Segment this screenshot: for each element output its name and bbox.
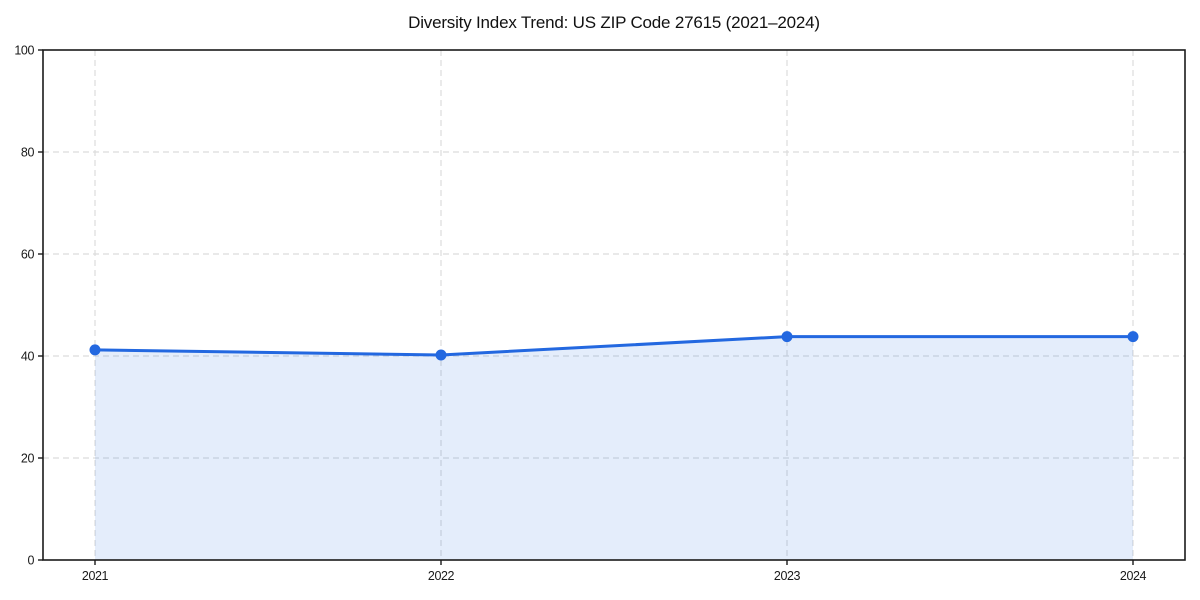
y-axis-tick-label: 20 xyxy=(21,452,35,466)
data-point-marker xyxy=(89,344,101,356)
y-axis-tick-label: 0 xyxy=(27,554,34,568)
x-axis-tick-label: 2024 xyxy=(1120,569,1147,583)
data-point-marker xyxy=(1127,331,1139,343)
x-axis-tick-label: 2023 xyxy=(774,569,801,583)
x-axis-tick-label: 2022 xyxy=(428,569,455,583)
y-axis-tick-label: 100 xyxy=(14,44,34,58)
area-fill xyxy=(95,336,1133,560)
y-axis-tick-label: 80 xyxy=(21,146,35,160)
y-axis-tick-label: 60 xyxy=(21,248,35,262)
chart-title: Diversity Index Trend: US ZIP Code 27615… xyxy=(408,13,820,32)
axes-border xyxy=(42,49,1186,561)
x-axis-tick-label: 2021 xyxy=(82,569,109,583)
data-point-marker xyxy=(781,331,793,343)
data-point-marker xyxy=(435,349,447,361)
y-axis-tick-label: 40 xyxy=(21,350,35,364)
trend-line xyxy=(93,335,1135,357)
